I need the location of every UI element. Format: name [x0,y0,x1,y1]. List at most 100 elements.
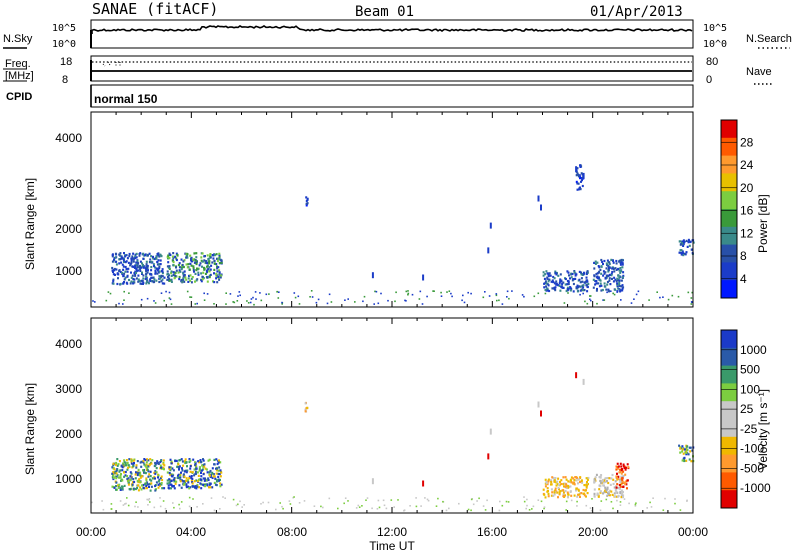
vel-cluster-2-cell [583,484,586,487]
vel-cluster-2-cell [557,496,559,499]
power-cluster-0-cell [152,281,155,284]
power-nearrange-cell [375,290,378,293]
vel-cluster-0-cell [133,462,135,465]
power-cluster-0-cell [132,282,135,285]
power-cluster-2-cell [585,271,588,274]
vel-cluster-3-cell [596,493,599,496]
power-cluster-0-cell [142,277,145,280]
vel-nearrange-cell [289,503,292,505]
power-cluster-0-cell [150,260,153,263]
vel-cluster-2-cell [579,480,581,484]
vel-cluster-0-cell [150,485,153,488]
vel-cluster-0-cell [120,473,122,476]
vel-cluster-0-cell [114,475,117,478]
power-cluster-0-cell [136,264,139,267]
power-nearrange-cell [362,300,364,303]
vel-cbar-tick: 100 [740,382,760,396]
freq-tick-bottom: 8 [62,74,68,86]
vel-cluster-1-cell [185,477,188,480]
power-cluster-2-cell [564,283,567,286]
vel-cluster-0-cell [149,489,152,492]
power-cluster-2-cell [570,276,573,279]
power-nearrange-cell [186,290,189,293]
power-cluster-2-cell [573,271,576,274]
power-cluster-0-cell [128,252,131,256]
power-cluster-1-cell [183,259,186,262]
power-cluster-0-cell [150,273,153,276]
power-cluster-0-cell [150,255,153,258]
power-cluster-2-cell [582,271,585,274]
vel-cluster-6-cell [687,453,690,456]
power-nearrange-cell [310,290,313,292]
vel-cbar-tick: -100 [740,442,764,456]
power-cluster-0-cell [153,278,156,281]
vel-cluster-2-cell [570,481,573,484]
power-cluster-6-cell [681,250,684,253]
vel-cluster-0-cell [155,471,158,474]
power-cluster-0-cell [136,266,139,269]
vel-cluster-1-cell [209,486,212,489]
vel-nearrange-cell [634,505,637,507]
power-cluster-0-cell [155,279,158,282]
power-cluster-1-cell [211,261,214,264]
vel-cluster-1-cell [194,467,197,470]
nave-tick-top: 80 [706,56,718,68]
vel-nearrange-cell [281,505,283,508]
vel-cluster-0-cell [115,461,118,465]
power-nearrange-cell [451,295,453,298]
vel-cluster-1-cell [168,481,171,484]
vel-cluster-0-cell [154,484,157,488]
power-cluster-1-cell [178,266,181,269]
vel-cluster-3-cell [594,476,597,479]
vel-cbar-tick: 500 [740,363,760,377]
vel-nearrange-cell [686,500,688,502]
power-cluster-3-cell [603,259,606,263]
power-nearrange-cell [448,290,451,292]
vel-ytick-4000: 4000 [55,337,82,351]
vel-nearrange-cell [525,507,527,510]
power-cluster-0-cell [112,282,115,285]
vel-cluster-1-cell [171,485,174,488]
vel-cluster-4-cell [625,466,627,469]
power-cluster-1-cell [190,281,193,284]
power-nearrange-cell [411,293,414,296]
vel-cbar-swatch [721,401,737,420]
power-cluster-1-cell [175,269,178,272]
vel-cluster-2-cell [550,483,553,486]
vel-nearrange-cell [635,502,637,504]
vel-cluster-1-cell [181,460,184,463]
power-cluster-2-cell [586,270,589,273]
vel-cluster-1-cell [213,481,216,484]
power-nearrange-cell [488,295,491,297]
power-cluster-1-cell [193,261,196,264]
vel-cluster-1-cell [217,472,220,475]
power-cluster-1-cell [208,261,211,265]
cpid-panel [90,84,694,108]
vel-cluster-0-cell [131,483,134,486]
power-cluster-0-cell [112,280,115,283]
vel-cluster-0-cell [123,461,126,464]
power-cluster-1-cell [169,279,172,282]
power-cluster-0-cell [153,265,155,268]
vel-nearrange-cell [192,498,194,500]
power-cluster-2-cell [559,273,562,276]
power-nearrange-cell [596,302,598,305]
vel-cluster-0-cell [127,481,130,484]
vel-cluster-4-cell [627,466,630,469]
vel-cluster-0-cell [163,487,166,490]
power-cbar-swatch [721,209,737,228]
power-cluster-1-cell [207,258,210,261]
power-cbar-tick: 12 [740,226,754,240]
power-cluster-3-cell [617,274,620,277]
power-cluster-1-cell [172,261,175,264]
power-nearrange-cell [637,290,640,293]
vel-cluster-1-cell [187,481,190,484]
vel-cluster-1-cell [169,473,172,476]
vel-cluster-6-cell [679,451,682,454]
power-cluster-6-cell [679,243,682,246]
vel-cluster-0-cell [134,473,137,476]
vel-cluster-1-cell [219,478,221,482]
power-cluster-2-cell [569,286,572,289]
vel-nearrange-cell [188,496,191,499]
vel-cluster-4-cell [617,465,620,468]
